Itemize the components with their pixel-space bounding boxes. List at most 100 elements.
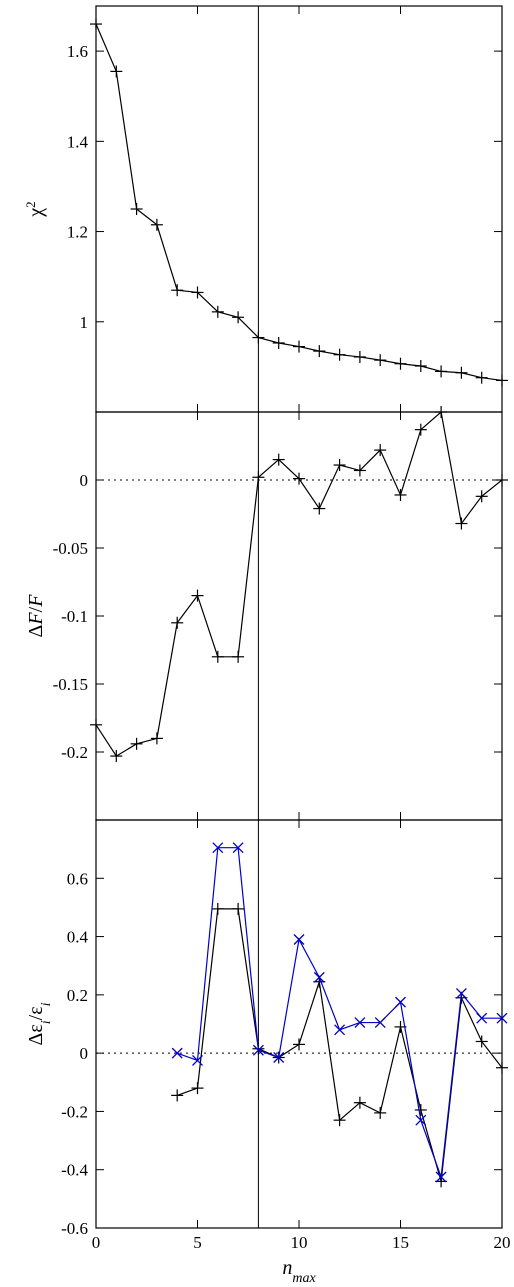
data-point-plus <box>455 366 468 379</box>
data-point-cross <box>232 842 244 854</box>
y-tick-label: 1.2 <box>67 223 88 242</box>
y-axis-label: χ2 <box>23 201 48 217</box>
plot-frame <box>95 819 503 1229</box>
data-point-plus <box>232 311 245 324</box>
data-point-cross <box>293 934 305 945</box>
data-point-plus <box>414 1103 427 1116</box>
data-point-plus <box>150 732 163 745</box>
data-point-plus <box>414 359 427 372</box>
data-point-cross <box>476 1012 488 1024</box>
y-tick-label: 1.6 <box>67 42 88 61</box>
marker-stroke <box>313 971 325 983</box>
data-point-cross <box>395 996 406 1008</box>
marker-stroke <box>435 1171 447 1183</box>
data-point-plus <box>211 902 224 915</box>
y-tick-label: 1.4 <box>67 132 89 151</box>
data-point-plus <box>90 718 102 731</box>
data-point-plus <box>313 502 326 515</box>
data-point-plus <box>496 474 508 486</box>
data-point-plus <box>252 331 265 344</box>
marker-stroke <box>374 1017 386 1029</box>
data-point-plus <box>232 650 245 663</box>
y-tick-label: -0.4 <box>61 1161 88 1180</box>
y-tick-label: -0.15 <box>53 675 88 694</box>
marker-stroke <box>293 934 305 945</box>
marker-stroke <box>212 842 224 854</box>
data-point-plus <box>293 1038 305 1051</box>
data-point-plus <box>150 218 163 231</box>
marker-stroke <box>476 1012 488 1024</box>
y-axis-label: ΔF/F <box>25 594 47 638</box>
data-point-plus <box>496 374 508 387</box>
x-tick-label: 5 <box>193 1233 202 1252</box>
data-point-cross <box>334 1024 346 1036</box>
data-point-plus <box>394 488 407 501</box>
x-tick-label: 15 <box>392 1233 409 1252</box>
data-point-cross <box>374 1017 386 1029</box>
marker-stroke <box>252 1044 264 1056</box>
delta-f-panel: -0.2 -0.15 -0.1 -0.05 0 ΔF/F <box>25 406 508 821</box>
data-point-plus <box>110 750 123 763</box>
data-point-cross <box>192 1054 203 1066</box>
data-point-plus <box>252 471 265 484</box>
series-line <box>176 908 503 1182</box>
y-tick-label: -0.2 <box>61 743 88 762</box>
y-tick-label: 1 <box>80 313 89 332</box>
data-point-plus <box>313 345 326 358</box>
data-point-plus <box>414 423 427 436</box>
x-tick-label: 20 <box>494 1233 511 1252</box>
marker-stroke <box>415 1114 427 1126</box>
data-point-cross <box>415 1114 427 1126</box>
data-point-plus <box>374 444 387 457</box>
y-tick-label: -0.2 <box>61 1102 88 1121</box>
data-point-cross <box>212 842 224 854</box>
data-point-plus <box>353 350 366 363</box>
marker-stroke <box>334 1024 346 1036</box>
data-point-plus <box>353 464 366 477</box>
data-point-plus <box>394 357 407 370</box>
data-point-plus <box>272 453 285 466</box>
marker-stroke <box>354 1017 366 1029</box>
data-point-plus <box>475 1035 488 1048</box>
data-point-plus <box>272 336 285 349</box>
y-tick-label: 0.2 <box>67 986 88 1005</box>
marker-stroke <box>171 1047 183 1059</box>
data-point-cross <box>171 1047 183 1059</box>
y-tick-label: 0 <box>80 1044 89 1063</box>
data-point-plus <box>374 354 387 367</box>
data-point-plus <box>475 371 488 384</box>
data-point-plus <box>333 459 346 472</box>
data-point-plus <box>191 286 204 299</box>
y-tick-label: -0.05 <box>53 539 88 558</box>
data-point-plus <box>130 203 143 215</box>
data-point-cross <box>313 971 325 983</box>
x-axis-label: nmax <box>282 1257 316 1286</box>
data-point-plus <box>171 1089 184 1102</box>
data-point-plus <box>496 1061 508 1074</box>
data-point-plus <box>130 737 143 750</box>
data-point-cross <box>435 1171 447 1183</box>
series-line <box>176 847 502 1178</box>
series-line <box>95 410 503 757</box>
data-point-plus <box>171 284 184 297</box>
data-point-plus <box>353 1096 366 1109</box>
data-point-cross <box>455 987 467 999</box>
data-point-plus <box>455 517 468 530</box>
data-point-plus <box>191 589 204 602</box>
data-point-plus <box>475 490 488 503</box>
chi-squared-panel: 1 1.2 1.4 1.6 χ2 <box>23 5 508 413</box>
data-point-plus <box>333 1114 346 1127</box>
data-point-cross <box>252 1044 264 1056</box>
y-tick-label: -0.6 <box>61 1219 88 1238</box>
data-point-cross <box>273 1052 285 1063</box>
series-line <box>95 23 503 382</box>
data-point-plus <box>435 406 448 418</box>
data-point-plus <box>191 1082 204 1095</box>
y-tick-label: 0.4 <box>67 928 89 947</box>
x-tick-label: 0 <box>92 1233 101 1252</box>
marker-stroke <box>496 1012 508 1024</box>
x-tick-label: 10 <box>291 1233 308 1252</box>
data-point-plus <box>171 616 184 629</box>
data-point-plus <box>211 305 224 318</box>
